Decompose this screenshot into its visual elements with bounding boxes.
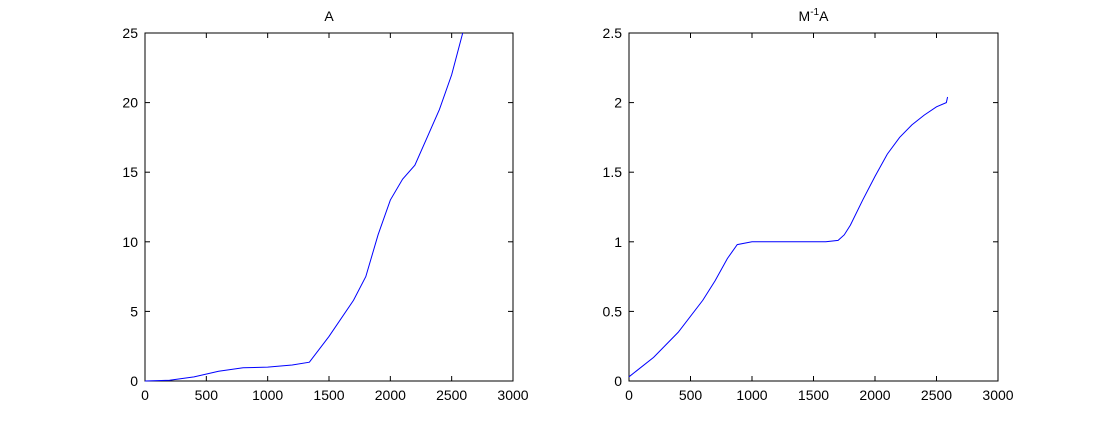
title-text: M <box>799 8 811 24</box>
title-superscript: -1 <box>810 7 819 18</box>
x-tick-label: 3000 <box>497 387 528 403</box>
x-tick-label: 1000 <box>736 387 767 403</box>
chart-title: M-1A <box>799 7 830 24</box>
x-tick-label: 2000 <box>859 387 890 403</box>
y-tick-label: 20 <box>122 95 138 111</box>
x-tick-label: 500 <box>195 387 219 403</box>
data-line <box>628 96 949 378</box>
y-tick-label: 2.5 <box>603 25 623 41</box>
chart-title: A <box>324 8 334 24</box>
x-tick-label: 2500 <box>921 387 952 403</box>
title-text: A <box>324 8 334 24</box>
data-line <box>144 32 464 382</box>
y-tick-label: 25 <box>122 25 138 41</box>
y-tick-label: 5 <box>130 303 138 319</box>
x-tick-label: 2500 <box>436 387 467 403</box>
x-tick-label: 3000 <box>982 387 1013 403</box>
title-suffix: A <box>819 8 829 24</box>
x-tick-label: 1000 <box>252 387 283 403</box>
y-tick-label: 2 <box>614 95 622 111</box>
x-tick-label: 1500 <box>313 387 344 403</box>
y-tick-label: 1.5 <box>603 164 623 180</box>
y-tick-label: 1 <box>614 234 622 250</box>
y-tick-label: 0 <box>614 373 622 389</box>
y-tick-label: 0.5 <box>603 303 623 319</box>
x-tick-label: 0 <box>141 387 149 403</box>
y-tick-label: 15 <box>122 164 138 180</box>
x-tick-label: 500 <box>679 387 703 403</box>
y-tick-label: 10 <box>122 234 138 250</box>
x-tick-label: 2000 <box>375 387 406 403</box>
y-tick-label: 0 <box>130 373 138 389</box>
x-tick-label: 1500 <box>798 387 829 403</box>
x-tick-label: 0 <box>625 387 633 403</box>
